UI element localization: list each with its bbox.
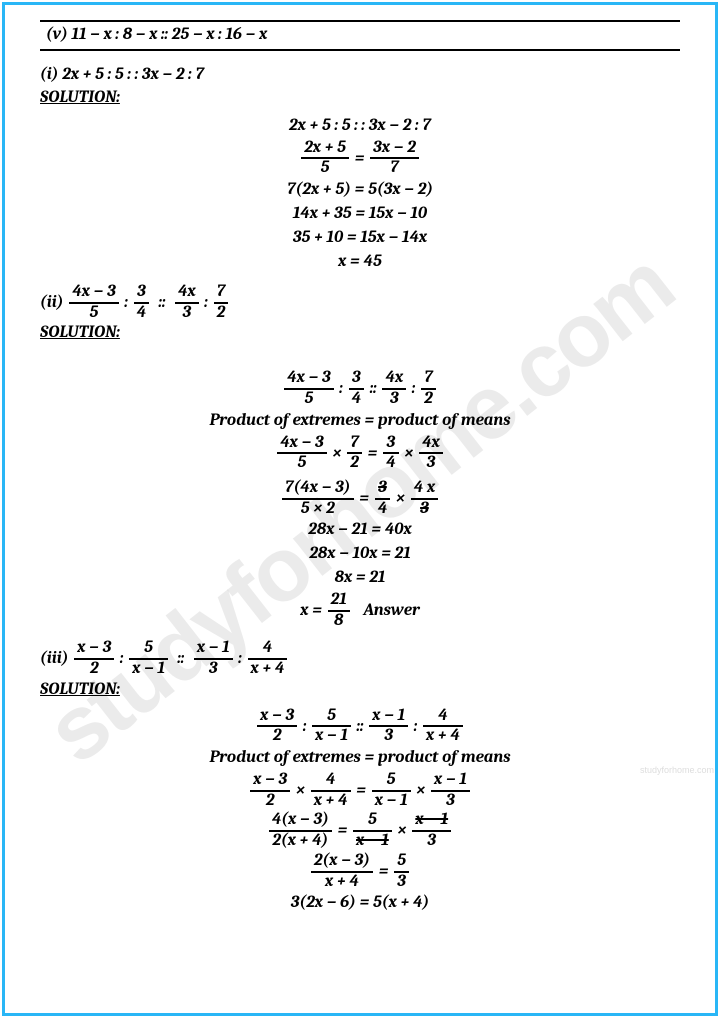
- step: 7(2x + 5) = 5(3x − 2): [40, 179, 680, 202]
- step: x − 32 × 4x + 4 = 5x − 1 × x − 13: [40, 771, 680, 810]
- problem-iii-heading: (iii) x − 32 : 5x − 1 :: x − 13 : 4x + 4: [40, 639, 289, 678]
- step: x = 45: [40, 251, 680, 274]
- step: 28x − 10x = 21: [40, 543, 680, 566]
- answer-label: Answer: [363, 601, 419, 620]
- problem-ii-heading: (ii) 4x − 35 : 34 :: 4x3 : 72: [40, 283, 230, 322]
- title-box: (v) 11 − x : 8 − x :: 25 − x : 16 − x: [40, 23, 680, 48]
- step: 3(2x − 6) = 5(x + 4): [40, 892, 680, 915]
- rule-top: [40, 20, 680, 22]
- step: 35 + 10 = 15x − 14x: [40, 227, 680, 250]
- step: 2(x − 3)x + 4 = 53: [40, 852, 680, 891]
- solution-label-i: SOLUTION:: [40, 87, 120, 110]
- step: 2x + 55 = 3x − 27: [40, 139, 680, 178]
- problem-ii-steps: 4x − 35 : 34 :: 4x3 : 72 Product of extr…: [40, 369, 680, 630]
- step: 8x = 21: [40, 567, 680, 590]
- product-rule: Product of extremes = product of means: [40, 747, 680, 770]
- content-area: (v) 11 − x : 8 − x :: 25 − x : 16 − x (i…: [40, 20, 680, 916]
- product-rule: Product of extremes = product of means: [40, 410, 680, 433]
- step: 14x + 35 = 15x − 10: [40, 203, 680, 226]
- solution-label-ii: SOLUTION:: [40, 322, 120, 345]
- step: x = 218 Answer: [40, 591, 680, 630]
- rule-bot: [40, 49, 680, 51]
- step: 4(x − 3)2(x + 4) = 5x − 1 × x − 13: [40, 811, 680, 850]
- problem-i-heading: (i) 2x + 5 : 5 : : 3x − 2 : 7: [40, 64, 204, 87]
- problem-i-steps: 2x + 5 : 5 : : 3x − 2 : 7 2x + 55 = 3x −…: [40, 115, 680, 274]
- step: x − 32 : 5x − 1 :: x − 13 : 4x + 4: [40, 707, 680, 746]
- problem-iii-steps: x − 32 : 5x − 1 :: x − 13 : 4x + 4 Produ…: [40, 707, 680, 915]
- step: 28x − 21 = 40x: [40, 519, 680, 542]
- step: 2x + 5 : 5 : : 3x − 2 : 7: [40, 115, 680, 138]
- solution-label-iii: SOLUTION:: [40, 679, 120, 702]
- step: 4x − 35 : 34 :: 4x3 : 72: [40, 369, 680, 408]
- step: 4x − 35 × 72 = 34 × 4x3: [40, 434, 680, 473]
- step: 7(4x − 3)5 × 2 = 34 × 4 x3: [40, 479, 680, 518]
